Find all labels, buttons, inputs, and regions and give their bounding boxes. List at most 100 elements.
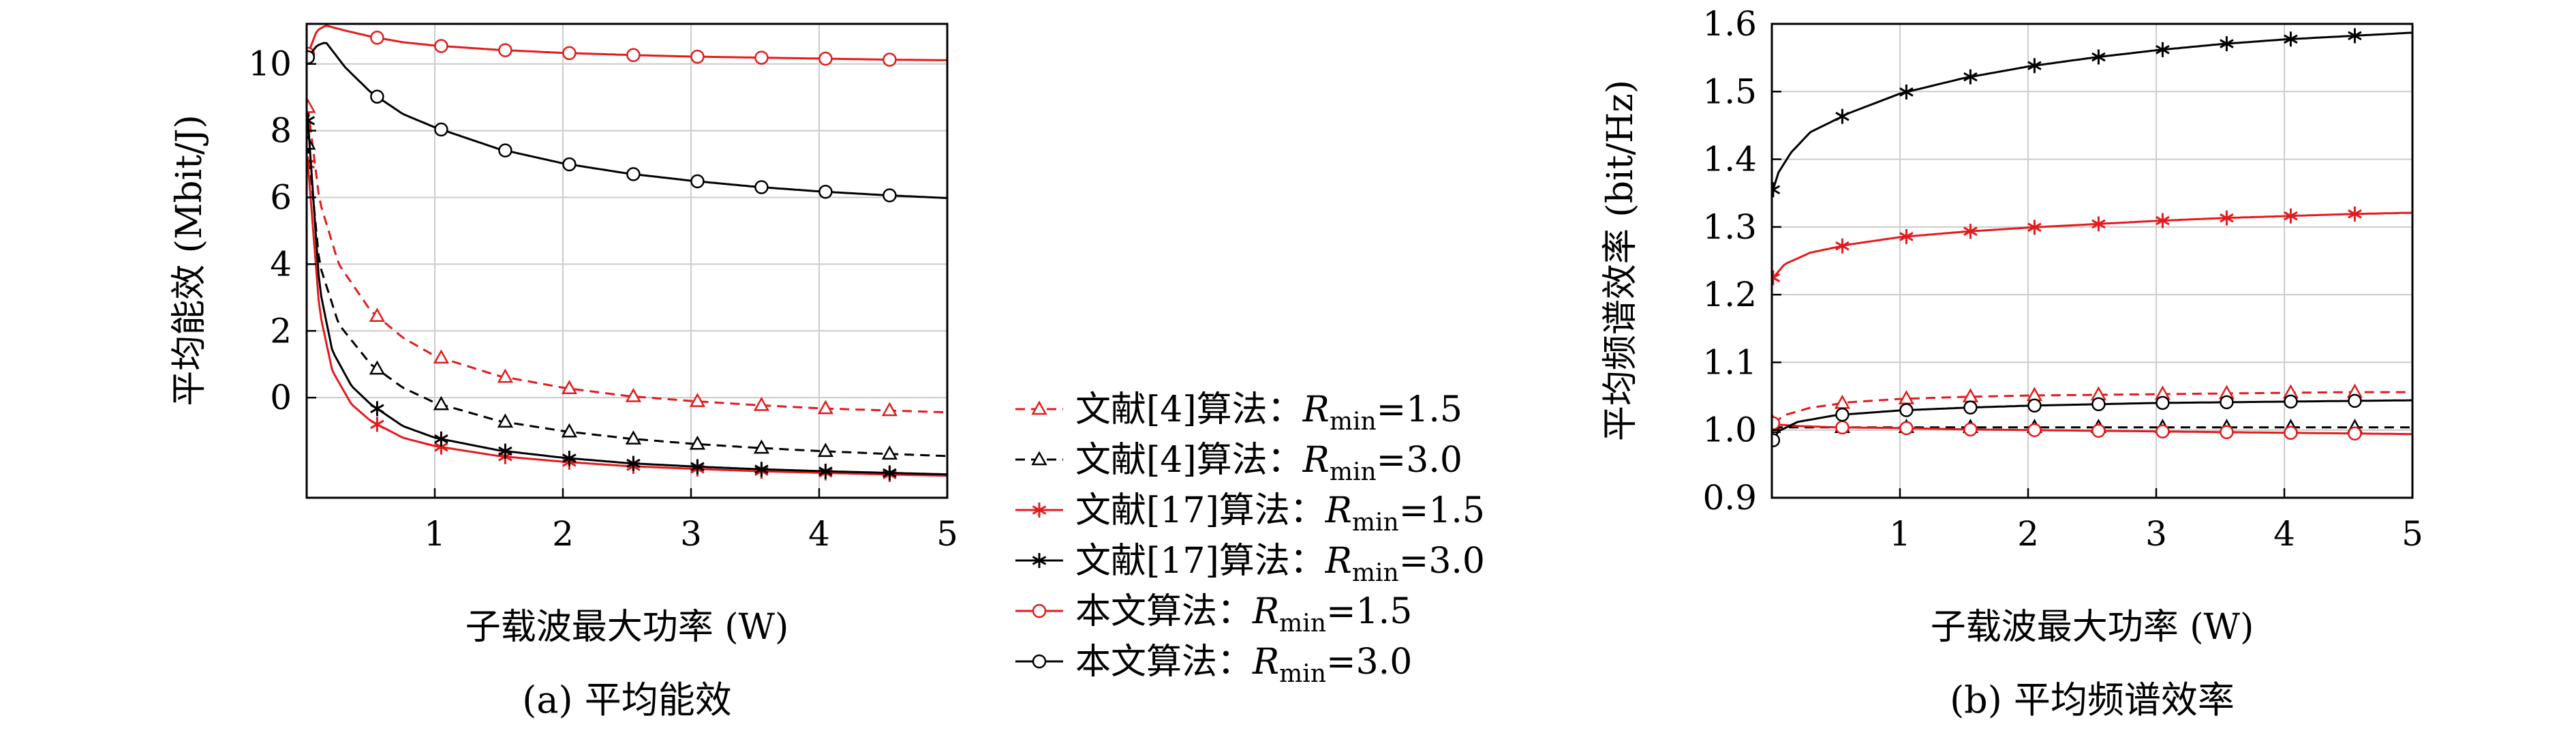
series-line-a-ref17_30: [307, 120, 947, 476]
point-b-ref4_15-1: [1834, 394, 1851, 409]
point-a-ref4_30-3: [497, 413, 514, 428]
legend-var: R: [1302, 440, 1330, 481]
point-a-ref4_30-9: [881, 445, 898, 460]
point-a-ours_30-1: [370, 89, 384, 104]
point-b-ref17_15-3: [1963, 224, 1978, 239]
legend-prefix: 文献[17]算法：: [1075, 490, 1325, 531]
ytick-label-a-3: 6: [270, 178, 292, 218]
legend-sub: min: [1352, 559, 1399, 587]
point-b-ours_30-4: [2027, 398, 2042, 413]
point-b-ours_15-2: [1899, 421, 1914, 436]
plot-frame-b: [1770, 23, 2414, 499]
point-b-ref17_15-1: [1835, 238, 1850, 254]
point-b-ref17_30-6: [2156, 42, 2170, 57]
point-b-ours_30-2: [1899, 403, 1914, 417]
point-a-ours_15-3: [498, 43, 512, 57]
legend-suffix: =1.5: [1326, 591, 1412, 632]
point-b-ref17_15-5: [2091, 216, 2106, 232]
y-axis-label-a: 平均能效 (Mbit/J): [169, 115, 210, 406]
ytick-label-b-6: 1.5: [1702, 72, 1757, 111]
point-a-ours_15-5: [626, 48, 641, 63]
series-line-a-ref4_15: [307, 107, 947, 414]
y-axis-label-b: 平均频谱效率 (bit/Hz): [1600, 80, 1641, 441]
legend-label: 本文算法：Rmin=1.5: [1075, 591, 1412, 638]
caption-a: (a) 平均能效: [522, 678, 732, 721]
legend: 文献[4]算法：Rmin=1.5文献[4]算法：Rmin=3.0文献[17]算法…: [1015, 389, 1485, 688]
xtick-label-a-3: 4: [808, 514, 830, 554]
series-b-ref17_15: [1772, 206, 2412, 286]
series-b-ours_15: [1772, 416, 2412, 441]
x-axis-label-b: 子载波最大功率 (W): [1931, 607, 2254, 648]
chart-spectral-efficiency: 1 2 3 4 5 0.9 1.0 1.1 1.2 1.3 1.4 1.5 1.6 子载波最大功率 (W…: [1600, 4, 2423, 721]
ytick-label-b-3: 1.2: [1702, 275, 1757, 314]
point-a-ours_30-7: [754, 180, 769, 194]
point-b-ref17_15-9: [2348, 206, 2362, 222]
series-a-ref4_15: [307, 98, 947, 417]
ytick-label-a-1: 2: [270, 311, 292, 350]
point-a-ref17_30-1: [370, 401, 384, 417]
legend-marker: [1032, 503, 1047, 518]
legend-marker: [1031, 400, 1047, 415]
legend-marker: [1032, 553, 1047, 568]
point-b-ours_15-6: [2156, 424, 2170, 439]
legend-suffix: =1.5: [1377, 389, 1462, 430]
series-line-b-ref17_15: [1772, 211, 2412, 279]
legend-prefix: 文献[4]算法：: [1075, 440, 1303, 481]
point-b-ours_15-9: [2348, 426, 2362, 441]
point-a-ref4_15-3: [497, 368, 514, 383]
series-a-ours_15: [307, 25, 947, 67]
legend-label: 文献[4]算法：Rmin=1.5: [1075, 389, 1462, 436]
legend-marker: [1032, 603, 1047, 618]
legend-label: 文献[4]算法：Rmin=3.0: [1075, 440, 1462, 486]
legend-label: 本文算法：Rmin=3.0: [1075, 642, 1412, 688]
point-a-ref17_15-1: [370, 417, 384, 432]
point-b-ours_30-3: [1963, 400, 1978, 415]
point-a-ours_15-7: [754, 50, 769, 65]
xtick-label-a-1: 2: [552, 514, 574, 554]
point-b-ref17_30-4: [2027, 58, 2042, 74]
point-b-ours_30-5: [2091, 397, 2106, 412]
point-a-ours_15-4: [562, 46, 577, 61]
point-a-ref4_30-8: [817, 443, 834, 458]
legend-suffix: =1.5: [1399, 490, 1485, 531]
legend-suffix: =3.0: [1377, 440, 1462, 481]
point-b-ref17_30-2: [1899, 84, 1914, 100]
legend-var: R: [1325, 490, 1352, 531]
legend-prefix: 文献[4]算法：: [1075, 389, 1303, 430]
xtick-label-b-4: 5: [2402, 514, 2423, 554]
point-a-ref17_30-7: [754, 462, 769, 477]
xtick-label-a-2: 3: [680, 514, 702, 554]
point-a-ref4_15-0: [307, 98, 316, 113]
ytick-label-b-0: 0.9: [1702, 478, 1757, 518]
point-b-ours_15-5: [2091, 423, 2106, 438]
point-a-ref17_15-0: [307, 156, 316, 172]
series-a-ours_30: [307, 42, 947, 203]
ytick-label-b-5: 1.4: [1702, 140, 1757, 179]
point-b-ref17_30-0: [1772, 182, 1781, 198]
series-line-b-ref17_30: [1772, 31, 2412, 190]
ticks-b: 1 2 3 4 5 0.9 1.0 1.1 1.2 1.3 1.4 1.5 1.6: [1702, 4, 2423, 554]
point-a-ref17_30-9: [883, 465, 897, 481]
point-b-ours_15-8: [2284, 425, 2298, 440]
plot-frame-a: [305, 23, 949, 499]
point-a-ref4_30-5: [625, 430, 642, 445]
legend-sub: min: [1330, 458, 1377, 486]
point-a-ours_15-9: [883, 53, 897, 67]
point-b-ref17_30-3: [1963, 69, 1978, 85]
point-b-ref17_15-2: [1899, 228, 1914, 244]
point-b-ref17_15-7: [2220, 210, 2234, 226]
point-b-ours_15-7: [2220, 425, 2234, 440]
point-b-ref17_30-8: [2284, 31, 2298, 47]
series-b-ref17_30: [1772, 28, 2412, 198]
legend-var: R: [1325, 541, 1352, 582]
point-a-ours_15-8: [818, 51, 833, 66]
point-a-ours_15-1: [370, 31, 384, 45]
point-b-ours_30-6: [2156, 395, 2170, 410]
point-b-ref17_30-9: [2348, 28, 2362, 44]
point-a-ours_30-9: [883, 188, 897, 203]
legend-prefix: 文献[17]算法：: [1075, 541, 1325, 582]
point-b-ours_30-9: [2348, 393, 2362, 408]
point-a-ours_30-0: [307, 50, 316, 65]
series-line-a-ref17_15: [307, 164, 947, 477]
